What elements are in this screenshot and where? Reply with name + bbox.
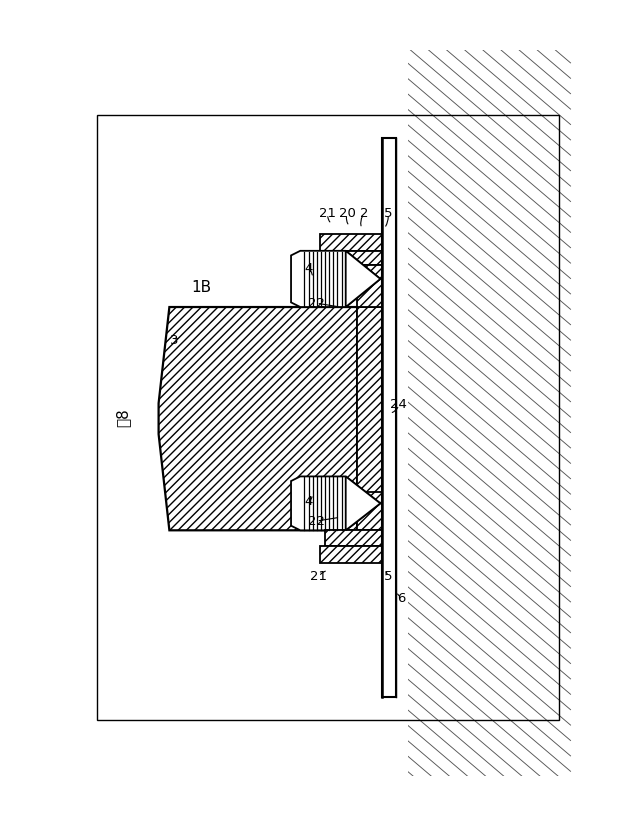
Text: 4: 4: [305, 262, 313, 275]
Polygon shape: [291, 477, 380, 530]
Bar: [382, 264, 396, 307]
Text: 24: 24: [390, 398, 407, 411]
Bar: [382, 530, 396, 546]
Bar: [357, 307, 382, 530]
Text: 4: 4: [305, 496, 313, 508]
Bar: [357, 491, 382, 530]
Bar: [320, 546, 382, 563]
Text: 5: 5: [384, 570, 392, 583]
Text: 20: 20: [339, 207, 356, 221]
Text: 3: 3: [170, 334, 179, 347]
Bar: [320, 234, 382, 251]
Bar: [325, 251, 382, 264]
Bar: [382, 234, 396, 251]
Text: 22: 22: [308, 297, 325, 310]
Text: 図8: 図8: [116, 408, 131, 426]
Text: 21: 21: [319, 207, 337, 221]
Polygon shape: [346, 477, 380, 530]
Polygon shape: [346, 251, 380, 307]
Text: 5: 5: [384, 207, 392, 221]
Polygon shape: [291, 251, 380, 307]
Bar: [357, 264, 382, 307]
Polygon shape: [159, 307, 357, 530]
Bar: [382, 491, 396, 530]
Text: 6: 6: [397, 591, 405, 605]
Bar: [382, 546, 396, 563]
Bar: [325, 530, 382, 546]
Text: 21: 21: [310, 570, 327, 583]
Bar: [382, 138, 396, 696]
Text: 2: 2: [360, 207, 369, 221]
Bar: [382, 251, 396, 264]
Text: 1B: 1B: [191, 280, 211, 295]
Text: 22: 22: [308, 515, 325, 528]
